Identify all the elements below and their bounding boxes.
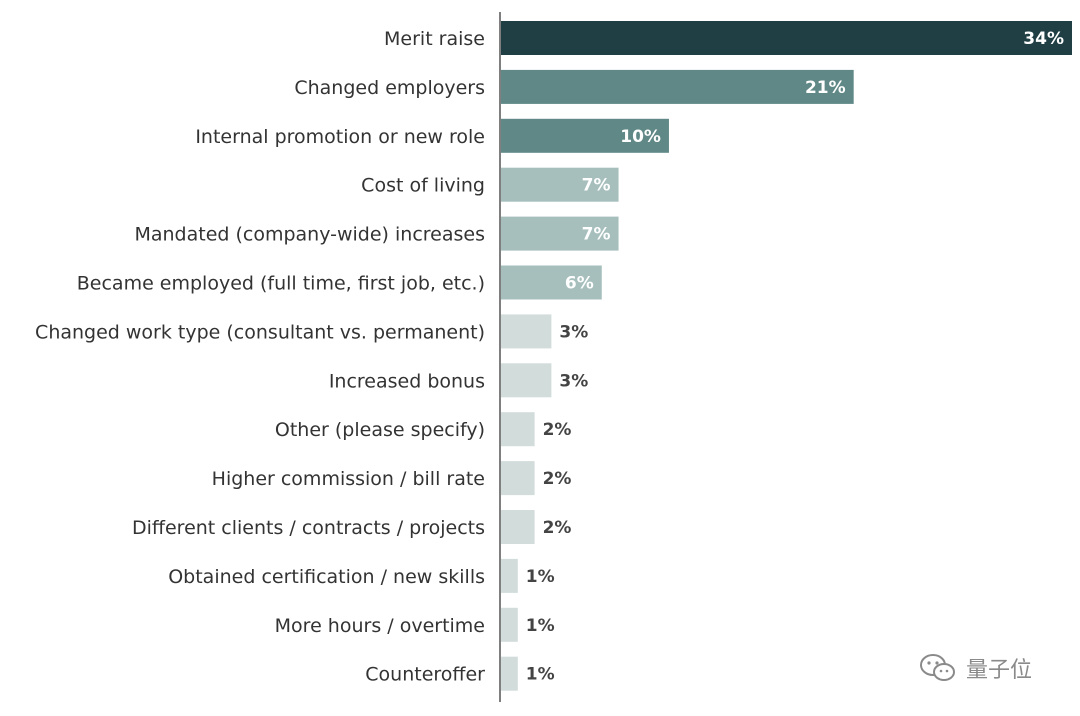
value-label: 1%	[526, 567, 555, 587]
bar	[501, 510, 535, 544]
value-label: 1%	[526, 616, 555, 636]
bar	[501, 461, 535, 496]
value-label: 6%	[565, 274, 594, 294]
category-label: Other (please specify)	[275, 419, 485, 441]
value-label: 3%	[559, 322, 588, 342]
value-label: 2%	[543, 420, 572, 440]
category-label: Internal promotion or new role	[195, 126, 485, 148]
value-label: 1%	[526, 665, 555, 685]
watermark-text: 量子位	[966, 658, 1033, 683]
category-label: Became employed (full time, first job, e…	[77, 273, 485, 295]
bar	[501, 607, 518, 642]
bar	[501, 412, 535, 447]
category-labels: Merit raise Changed employers Internal pro…	[35, 28, 485, 686]
bar	[501, 656, 518, 691]
bar	[501, 21, 1072, 55]
category-label: Changed employers	[294, 77, 485, 99]
bar	[501, 558, 518, 593]
category-label: Obtained certification / new skills	[168, 566, 485, 588]
bar	[501, 69, 854, 104]
category-label: Increased bonus	[329, 370, 485, 392]
value-label: 10%	[620, 127, 661, 147]
bar	[501, 314, 552, 349]
category-label: Counteroffer	[365, 664, 485, 686]
category-label: Mandated (company-wide) increases	[134, 224, 485, 246]
wechat-icon	[918, 652, 958, 684]
bar	[501, 265, 602, 300]
value-label: 2%	[543, 518, 572, 538]
value-label: 34%	[1023, 29, 1064, 49]
category-label: Cost of living	[361, 175, 485, 197]
watermark: 量子位	[918, 650, 1032, 686]
value-label: 7%	[582, 225, 611, 245]
category-label: More hours / overtime	[275, 615, 485, 637]
category-label: Changed work type (consultant vs. perman…	[35, 321, 485, 343]
value-label: 2%	[543, 469, 572, 489]
bar	[501, 216, 619, 251]
value-labels: 34% 21% 10% 7% 7% 6% 3% 3% 2% 2% 2% 1% 1% 1%	[526, 29, 1064, 685]
category-label: Merit raise	[384, 28, 485, 50]
bars	[501, 21, 1072, 691]
category-label: Different clients / contracts / projects	[132, 517, 485, 539]
value-label: 7%	[582, 176, 611, 196]
category-label: Higher commission / bill rate	[212, 468, 485, 490]
bar	[501, 363, 552, 398]
value-label: 21%	[805, 78, 846, 98]
bar	[501, 118, 669, 153]
bar	[501, 167, 619, 202]
value-label: 3%	[559, 371, 588, 391]
